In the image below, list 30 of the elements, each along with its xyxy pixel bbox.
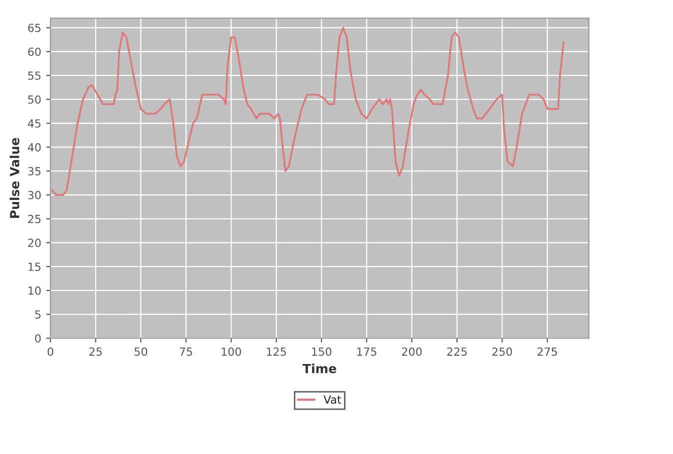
x-tick-label: 75	[180, 348, 192, 356]
y-tick-label: 10	[28, 286, 41, 295]
x-tick-label: 275	[538, 347, 557, 356]
x-tick-label: 100	[222, 347, 242, 356]
y-tick-label: 50	[28, 95, 41, 104]
y-tick-label: 35	[28, 167, 40, 176]
x-tick-label: 175	[357, 348, 376, 356]
y-tick-label: 0	[35, 334, 41, 343]
x-tick-label: 50	[134, 347, 148, 356]
y-tick-label: 15	[28, 262, 40, 271]
x-tick-label: 150	[312, 347, 332, 356]
x-tick-label: 250	[492, 347, 512, 356]
x-tick-label: 0	[48, 347, 54, 356]
x-tick-label: 200	[402, 347, 422, 356]
y-tick-label: 45	[28, 119, 40, 128]
x-tick-label: 125	[266, 347, 286, 356]
y-tick-label: 55	[28, 72, 40, 80]
x-axis-title: Time	[302, 364, 336, 374]
y-tick-label: 30	[28, 190, 41, 200]
line-series	[51, 26, 564, 196]
legend-label: Vat	[324, 395, 342, 404]
y-tick-label: 60	[28, 48, 41, 56]
y-tick-label: 20	[28, 238, 41, 248]
y-tick-label: 5	[35, 310, 40, 319]
x-tick-label: 25	[89, 347, 102, 356]
y-axis-title: Pulse Value	[10, 138, 20, 218]
y-tick-label: 40	[28, 143, 41, 152]
x-tick-label: 225	[447, 347, 467, 356]
y-tick-label: 25	[28, 214, 40, 224]
y-tick-label: 65	[28, 24, 40, 32]
